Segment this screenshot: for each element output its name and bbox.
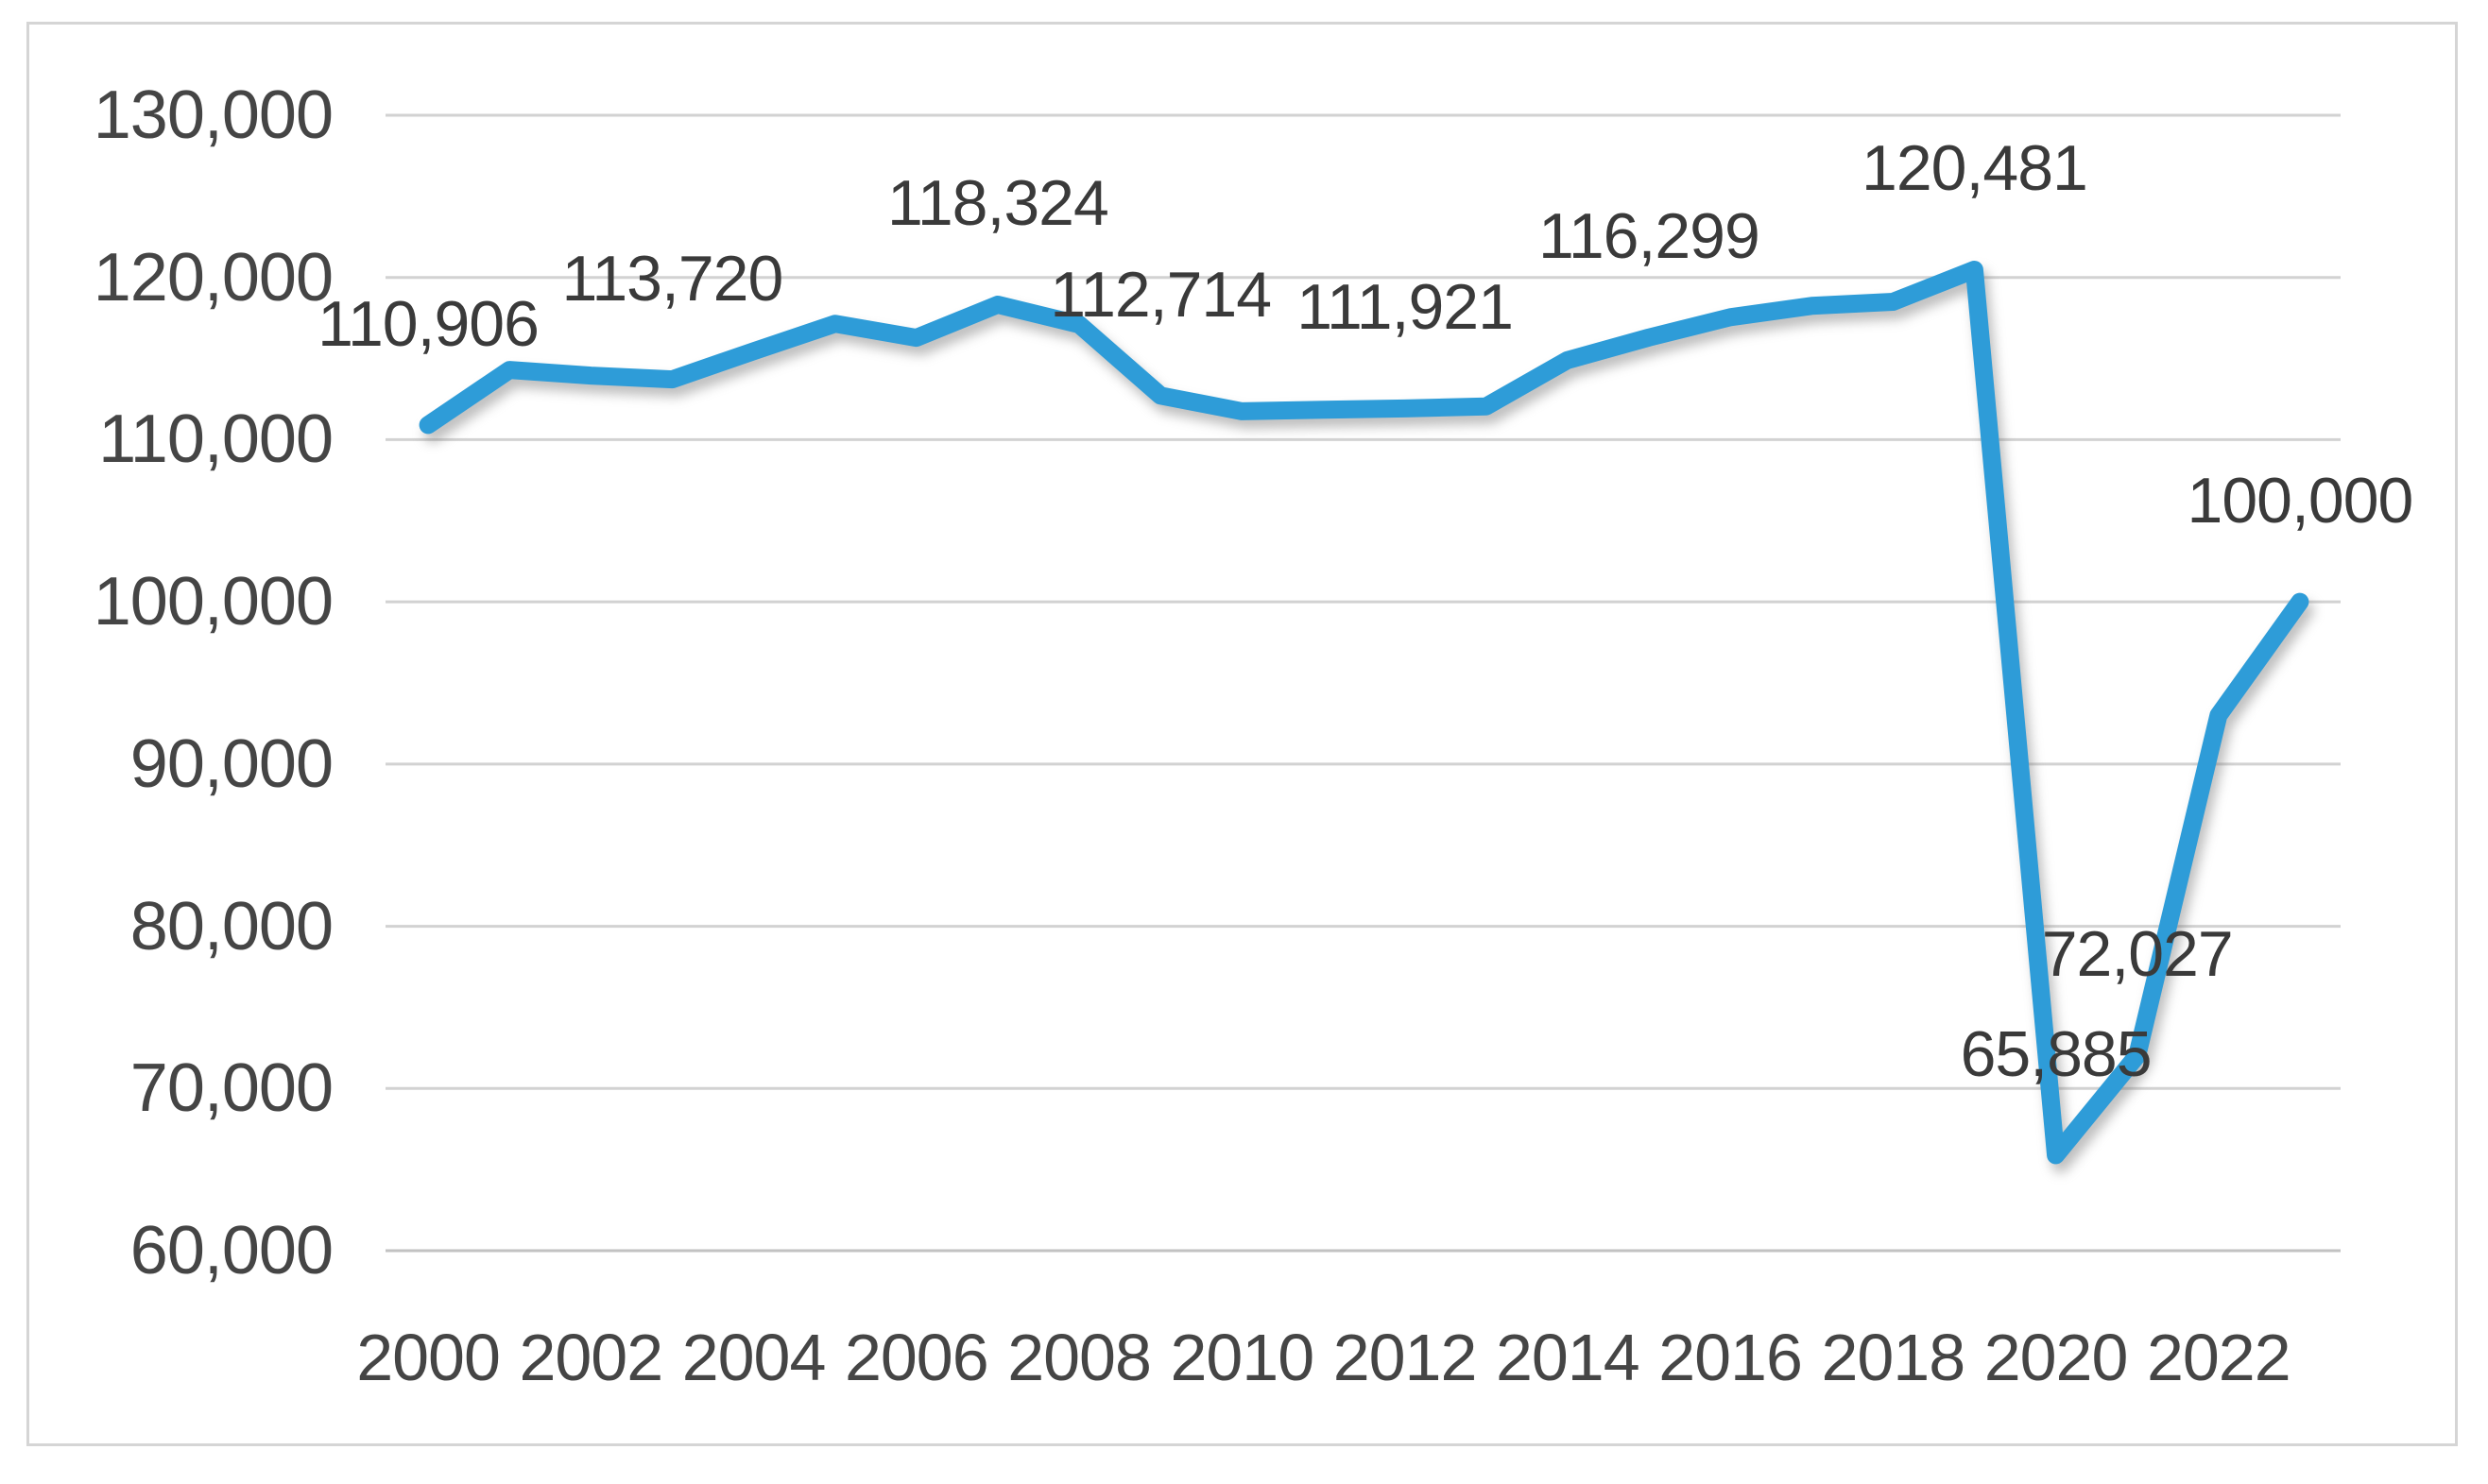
data-label: 72,027	[2041, 918, 2234, 991]
x-tick-label: 2000	[356, 1321, 501, 1394]
x-tick-label: 2022	[2146, 1321, 2291, 1394]
data-label: 120,481	[1862, 132, 2088, 205]
data-label: 113,720	[561, 242, 784, 315]
x-tick-label: 2012	[1332, 1321, 1478, 1394]
x-tick-label: 2004	[681, 1321, 827, 1394]
data-label: 65,885	[1960, 1017, 2153, 1090]
x-tick-label: 2016	[1658, 1321, 1803, 1394]
y-tick-label: 60,000	[129, 1213, 334, 1288]
data-label: 112,714	[1050, 258, 1272, 331]
data-label: 116,299	[1538, 200, 1760, 273]
y-tick-label: 90,000	[129, 725, 334, 802]
y-tick-label: 130,000	[93, 77, 334, 153]
y-tick-label: 80,000	[129, 888, 334, 964]
y-tick-label: 100,000	[93, 564, 334, 640]
x-tick-label: 2014	[1495, 1321, 1640, 1394]
series-line	[419, 261, 2309, 1165]
x-tick-label: 2002	[519, 1321, 663, 1394]
x-tick-label: 2020	[1983, 1321, 2129, 1394]
y-tick-label: 120,000	[93, 239, 334, 316]
x-tick-label: 2010	[1170, 1321, 1314, 1394]
x-tick-label: 2018	[1821, 1321, 1965, 1394]
x-tick-label: 2008	[1007, 1321, 1152, 1394]
gridlines	[386, 113, 2341, 1253]
data-label: 118,324	[887, 167, 1109, 240]
data-label: 110,906	[317, 287, 540, 360]
data-label: 111,921	[1296, 271, 1514, 344]
y-tick-label: 70,000	[129, 1050, 334, 1127]
data-label: 100,000	[2187, 465, 2414, 537]
y-tick-label: 110,000	[98, 401, 334, 478]
x-tick-label: 2006	[844, 1321, 989, 1394]
chart-border	[26, 22, 2458, 1446]
